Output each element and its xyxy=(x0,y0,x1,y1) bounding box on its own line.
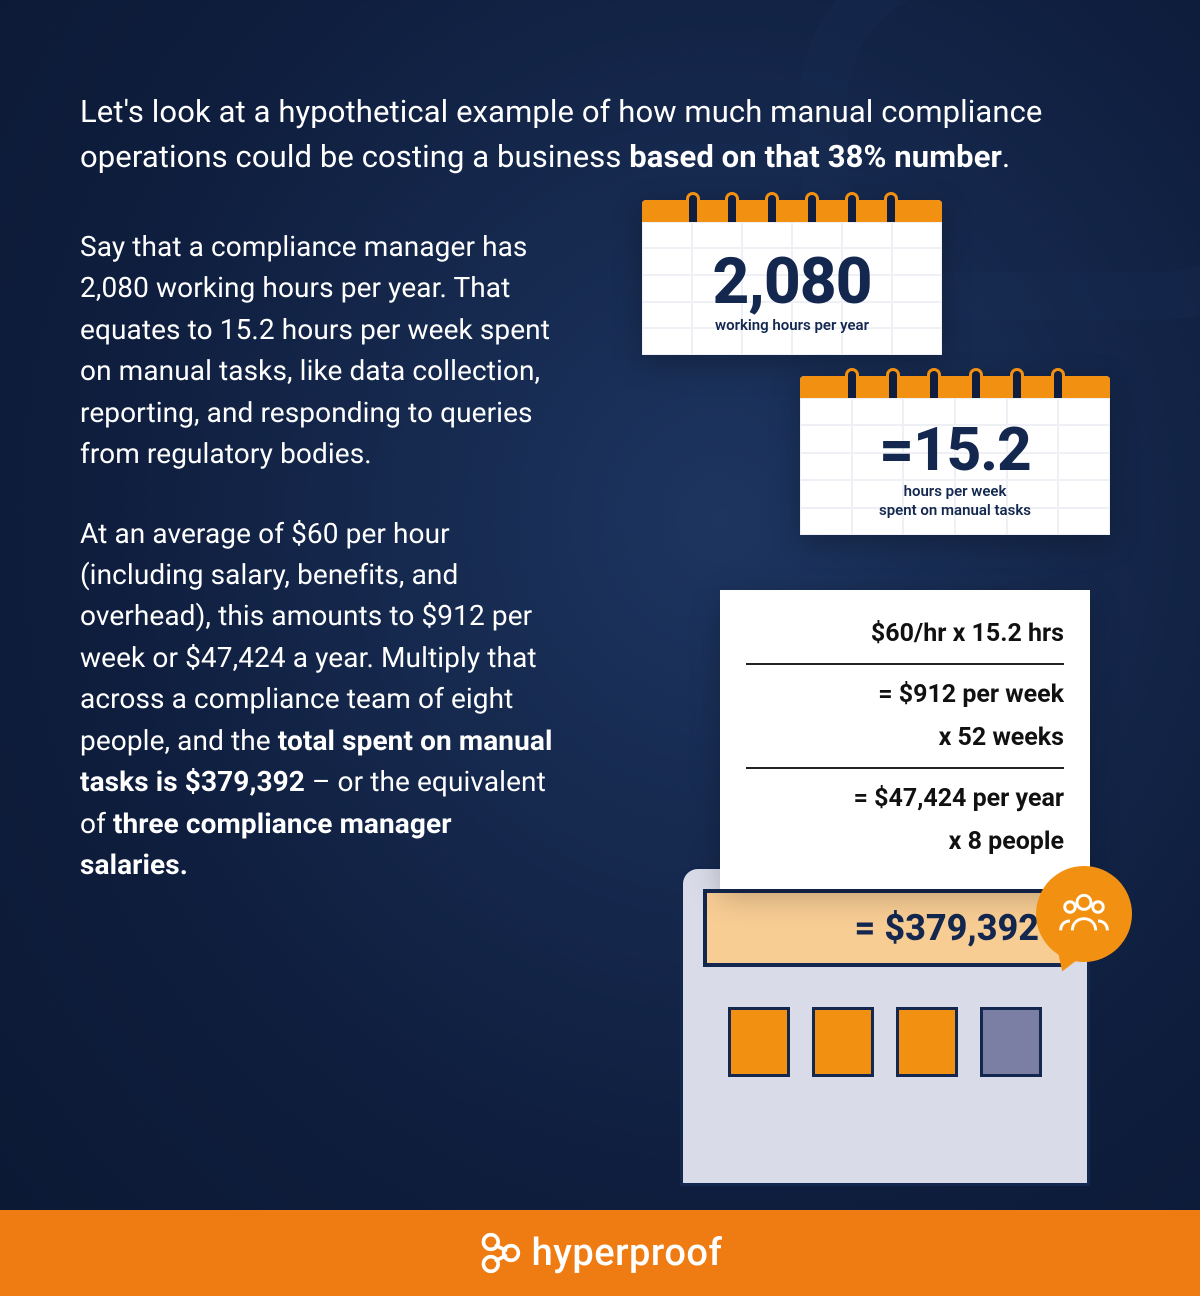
people-icon xyxy=(1056,886,1112,942)
intro-text: Let's look at a hypothetical example of … xyxy=(80,90,1120,180)
footer-bar: hyperproof xyxy=(0,1210,1200,1296)
cal2-sub: hours per week spent on manual tasks xyxy=(818,482,1092,520)
paragraph-1: Say that a compliance manager has 2,080 … xyxy=(80,226,560,475)
footer-brand: hyperproof xyxy=(532,1231,723,1275)
calc-button xyxy=(812,1007,874,1077)
receipt-row-5: x 8 people xyxy=(746,820,1064,863)
calendar-binding xyxy=(642,200,942,222)
receipt-divider xyxy=(746,767,1064,769)
cal1-value: 2,080 xyxy=(660,250,924,314)
calc-button xyxy=(896,1007,958,1077)
calculator-screen: = $379,392 xyxy=(703,889,1067,967)
receipt-divider xyxy=(746,663,1064,665)
receipt-row-1: $60/hr x 15.2 hrs xyxy=(746,612,1064,655)
calc-button xyxy=(980,1007,1042,1077)
receipt-row-2: = $912 per week xyxy=(746,673,1064,716)
receipt-card: $60/hr x 15.2 hrs = $912 per week x 52 w… xyxy=(720,590,1090,889)
content-area: Let's look at a hypothetical example of … xyxy=(0,0,1200,1126)
cal2-value: =15.2 xyxy=(818,420,1092,480)
people-badge xyxy=(1036,866,1132,962)
calculator: = $379,392 xyxy=(680,866,1090,1186)
hyperproof-logo-icon xyxy=(478,1231,522,1275)
calculator-buttons xyxy=(703,1007,1067,1077)
paragraph-2: At an average of $60 per hour (including… xyxy=(80,513,560,886)
calendar-card-1: 2,080 working hours per year xyxy=(642,200,942,355)
intro-bold: based on that 38% number xyxy=(629,138,1002,175)
right-graphics: 2,080 working hours per year =15.2 hours… xyxy=(590,226,1120,1126)
receipt-row-3: x 52 weeks xyxy=(746,716,1064,759)
calendar-binding xyxy=(800,376,1110,398)
calc-button xyxy=(728,1007,790,1077)
receipt-row-4: = $47,424 per year xyxy=(746,777,1064,820)
calendar-card-2: =15.2 hours per week spent on manual tas… xyxy=(800,376,1110,536)
left-column: Say that a compliance manager has 2,080 … xyxy=(80,226,560,1126)
intro-suffix: . xyxy=(1002,138,1010,175)
cal1-sub: working hours per year xyxy=(660,316,924,335)
